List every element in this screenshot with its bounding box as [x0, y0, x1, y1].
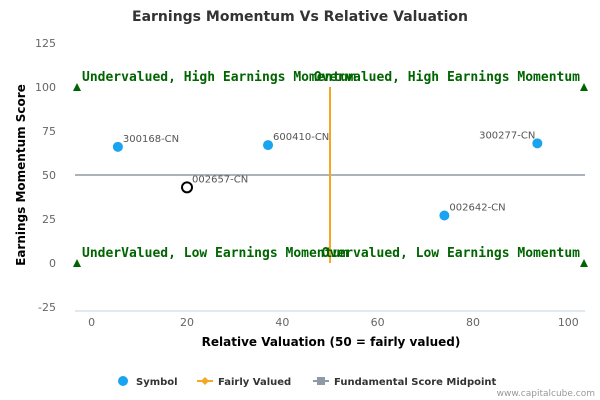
y-tick-label: 25: [42, 213, 56, 226]
y-tick-label: 0: [49, 257, 56, 270]
quadrant-labels: Undervalued, High Earnings MomentumOverv…: [82, 70, 580, 261]
x-tick-label: 20: [180, 316, 194, 329]
chart-title: Earnings Momentum Vs Relative Valuation: [132, 9, 468, 25]
legend-fairly-valued-marker: [201, 377, 209, 385]
legend-midpoint-marker: [317, 377, 325, 385]
x-tick-label: 80: [466, 316, 480, 329]
data-points: 300168-CN 600410-CN 300277-CN 002657-CN 0026…: [112, 130, 543, 221]
x-axis-title: Relative Valuation (50 = fairly valued): [202, 335, 461, 349]
x-tick-label: 100: [558, 316, 579, 329]
data-point: [439, 210, 450, 221]
legend-item-label: Fundamental Score Midpoint: [334, 377, 497, 388]
data-point: [263, 140, 274, 151]
quadrant-triangle-marker: [580, 259, 588, 267]
y-axis-ticks: -25 0 25 50 75 100 125: [35, 37, 56, 314]
y-tick-label: 75: [42, 125, 56, 138]
quadrant-markers: [73, 83, 588, 267]
legend-item-label: Symbol: [136, 377, 178, 388]
quadrant-label: Undervalued, High Earnings Momentum: [82, 70, 356, 85]
quadrant-triangle-marker: [580, 83, 588, 91]
x-tick-label: 40: [275, 316, 289, 329]
data-point-label: 300277-CN: [479, 130, 535, 141]
y-tick-label: 100: [35, 81, 56, 94]
y-axis-title: Earnings Momentum Score: [14, 84, 28, 266]
y-tick-label: -25: [38, 301, 56, 314]
quadrant-label: Overvalued, High Earnings Momentum: [314, 70, 580, 85]
data-point: [532, 138, 543, 149]
legend-item-label: Fairly Valued: [218, 377, 291, 388]
quadrant-triangle-marker: [73, 83, 81, 91]
data-point-label: 002657-CN: [192, 174, 248, 185]
y-tick-label: 50: [42, 169, 56, 182]
data-point-label: 600410-CN: [273, 132, 329, 143]
x-tick-label: 0: [88, 316, 95, 329]
data-point-label: 300168-CN: [123, 134, 179, 145]
legend: Symbol Fairly Valued Fundamental Score Mid…: [118, 376, 497, 388]
legend-symbol-marker: [118, 376, 128, 386]
quadrant-label: UnderValued, Low Earnings Momentum: [82, 246, 348, 261]
quadrant-label: Overvalued, Low Earnings Momentum: [322, 246, 580, 261]
quadrant-triangle-marker: [73, 259, 81, 267]
data-point: [181, 181, 194, 194]
credit-text: www.capitalcube.com: [497, 389, 595, 399]
data-point: [112, 141, 123, 152]
y-tick-label: 125: [35, 37, 56, 50]
x-axis-ticks: 0 20 40 60 80 100: [88, 316, 579, 329]
data-point-label: 002642-CN: [449, 202, 505, 213]
x-tick-label: 60: [371, 316, 385, 329]
